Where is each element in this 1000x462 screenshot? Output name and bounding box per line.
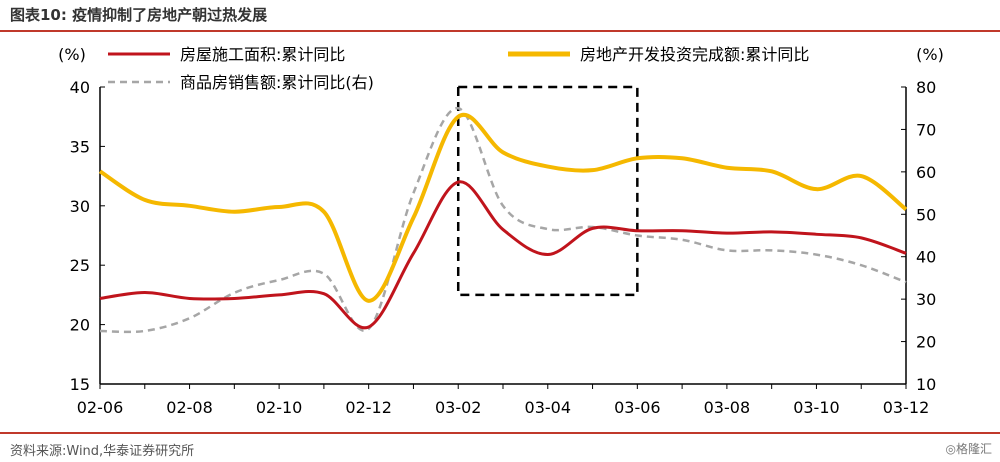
- left-tick-label: 35: [70, 137, 90, 156]
- x-tick-label: 03-08: [704, 398, 751, 417]
- bottom-divider: [0, 432, 1000, 434]
- right-tick-label: 20: [916, 333, 936, 352]
- top-divider: [0, 30, 1000, 32]
- highlight-box: [456, 85, 639, 297]
- right-tick-label: 40: [916, 248, 936, 267]
- x-tick-label: 02-08: [166, 398, 213, 417]
- right-tick-label: 30: [916, 290, 936, 309]
- left-tick-label: 25: [70, 256, 90, 275]
- right-tick-label: 60: [916, 163, 936, 182]
- left-tick-label: 15: [70, 375, 90, 394]
- x-tick-label: 03-06: [614, 398, 661, 417]
- x-tick-label: 03-12: [883, 398, 930, 417]
- right-tick-label: 80: [916, 78, 936, 97]
- series-line-1: [99, 180, 907, 330]
- left-tick-label: 30: [70, 197, 90, 216]
- series-line-2: [98, 112, 908, 303]
- right-axis-unit: (%): [916, 45, 944, 64]
- right-tick-label: 50: [916, 205, 936, 224]
- x-tick-label: 03-04: [525, 398, 572, 417]
- x-tick-label: 02-12: [345, 398, 392, 417]
- left-tick-label: 20: [70, 316, 90, 335]
- legend-label-1: 房屋施工面积:累计同比: [180, 45, 345, 64]
- left-tick-label: 40: [70, 78, 90, 97]
- source-note: 资料来源:Wind,华泰证券研究所: [10, 444, 195, 459]
- legend-label-2: 房地产开发投资完成额:累计同比: [580, 45, 809, 64]
- right-tick-label: 70: [916, 120, 936, 139]
- line-chart: 15 20 25 30 35 40 10 20 30 40 50 60 70 80 (%) (%) 02-06 0…: [58, 45, 944, 417]
- series-line-3: [99, 106, 907, 334]
- x-tick-label: 02-06: [77, 398, 124, 417]
- x-tick-label: 03-02: [435, 398, 482, 417]
- chart-title: 图表10: 疫情抑制了房地产朝过热发展: [10, 6, 268, 24]
- x-tick-label: 03-10: [793, 398, 840, 417]
- left-axis-unit: (%): [58, 45, 86, 64]
- legend-label-3: 商品房销售额:累计同比(右): [180, 73, 374, 92]
- x-tick-label: 02-10: [256, 398, 303, 417]
- watermark: ◎格隆汇: [945, 442, 992, 456]
- right-tick-label: 10: [916, 375, 936, 394]
